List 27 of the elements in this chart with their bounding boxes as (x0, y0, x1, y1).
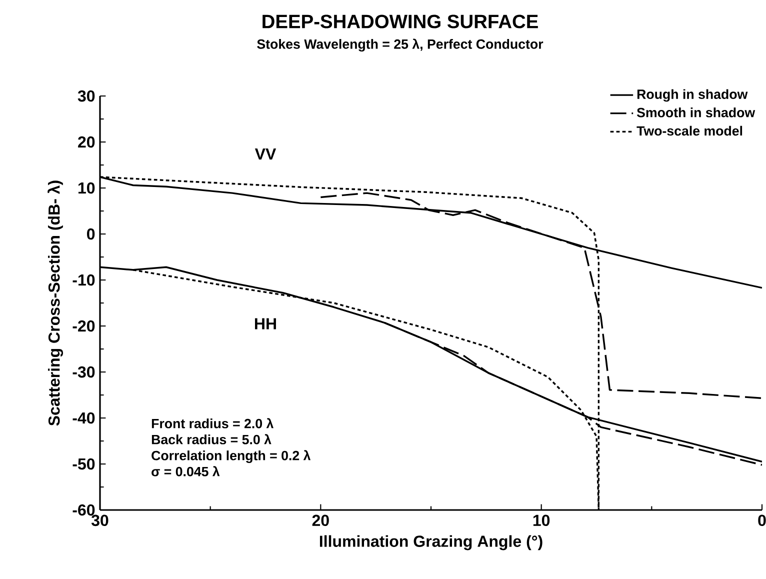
x-tick-label: 30 (91, 514, 108, 526)
annotation: VV (254, 148, 276, 160)
y-tick-label: -40 (72, 412, 95, 424)
y-axis-title: Scattering Cross-Section (dB- λ) (48, 180, 64, 426)
y-tick-label: -20 (72, 320, 95, 332)
y-tick-label: -10 (72, 274, 95, 286)
y-tick-label: 20 (78, 136, 95, 148)
annotation: Back radius = 5.0 λ (152, 434, 272, 444)
y-tick-label: 0 (87, 228, 95, 240)
x-tick-label: 10 (533, 514, 550, 526)
y-tick-label: -30 (72, 366, 95, 378)
legend-label: Rough in shadow (637, 89, 748, 102)
legend-label: Two-scale model (636, 126, 742, 136)
annotation: HH (255, 318, 276, 330)
y-tick-label: -60 (72, 504, 95, 516)
y-tick-label: 10 (78, 182, 95, 194)
annotation: Correlation length = 0.2 λ (152, 450, 311, 463)
x-tick-label: 20 (312, 514, 329, 526)
annotation: σ = 0.045 λ (152, 466, 220, 476)
y-tick-label: 30 (78, 90, 95, 102)
legend-label: Smooth in shadow (636, 108, 756, 118)
x-axis-title: Illumination Grazing Angle (°) (320, 535, 542, 550)
annotation: Front radius = 2.0 λ (152, 418, 274, 428)
y-tick-label: -50 (72, 458, 95, 470)
chart-subtitle: Stokes Wavelength = 25 λ, Perfect Conductor (257, 38, 544, 52)
x-tick-label: 0 (758, 514, 766, 526)
chart-title: DEEP-SHADOWING SURFACE (262, 14, 538, 28)
